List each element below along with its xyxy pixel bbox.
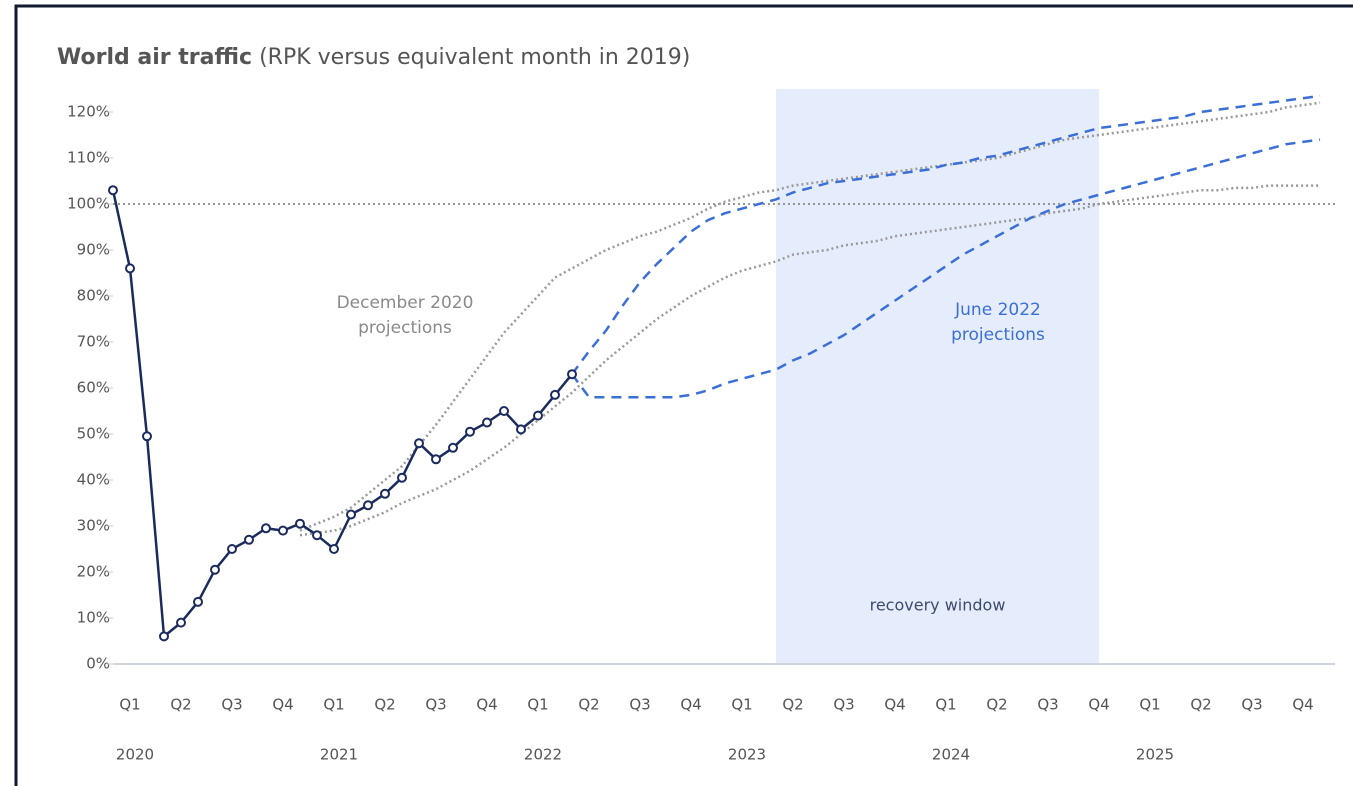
x-tick-label: Q4 bbox=[884, 696, 905, 714]
data-point bbox=[414, 438, 424, 449]
data-point bbox=[227, 544, 237, 554]
data-point bbox=[295, 518, 305, 529]
data-point bbox=[210, 564, 220, 575]
region-label: recovery window bbox=[870, 596, 1006, 615]
x-tick-label: Q2 bbox=[170, 696, 191, 714]
data-point bbox=[431, 454, 441, 465]
data-point bbox=[363, 500, 373, 511]
y-tick-label: 110% bbox=[67, 149, 110, 167]
year-label: 2022 bbox=[524, 746, 562, 764]
data-point bbox=[108, 185, 118, 196]
year-label: 2021 bbox=[320, 746, 358, 764]
data-point bbox=[346, 509, 356, 520]
data-point bbox=[516, 424, 526, 435]
x-tick-label: Q3 bbox=[1241, 696, 1262, 714]
x-tick-label: Q1 bbox=[323, 696, 344, 714]
year-label: 2025 bbox=[1136, 746, 1174, 764]
series-line bbox=[570, 94, 1321, 375]
chart-title: World air traffic (RPK versus equivalent… bbox=[57, 45, 690, 70]
y-tick-label: 80% bbox=[77, 287, 110, 305]
y-tick-label: 60% bbox=[77, 379, 110, 397]
x-tick-label: Q1 bbox=[731, 696, 752, 714]
x-tick-label: Q3 bbox=[629, 696, 650, 714]
data-point bbox=[397, 472, 407, 483]
year-label: 2020 bbox=[116, 746, 154, 764]
x-tick-label: Q2 bbox=[986, 696, 1007, 714]
x-tick-label: Q2 bbox=[1190, 696, 1211, 714]
data-point bbox=[125, 263, 135, 274]
data-point bbox=[329, 544, 339, 554]
x-tick-label: Q4 bbox=[476, 696, 497, 714]
y-tick-label: 70% bbox=[77, 333, 110, 351]
data-point bbox=[448, 442, 458, 453]
y-tick-label: 0% bbox=[86, 655, 110, 673]
data-point bbox=[159, 631, 169, 642]
data-point bbox=[142, 431, 152, 442]
y-tick-label: 90% bbox=[77, 241, 110, 259]
x-tick-label: Q1 bbox=[119, 696, 140, 714]
data-point bbox=[278, 525, 288, 536]
y-tick-label: 120% bbox=[67, 103, 110, 121]
recovery-window bbox=[776, 89, 1099, 664]
year-label: 2023 bbox=[728, 746, 766, 764]
annotation: June 2022 bbox=[954, 300, 1041, 320]
x-tick-label: Q2 bbox=[374, 696, 395, 714]
data-point bbox=[312, 530, 322, 541]
data-point bbox=[482, 417, 492, 428]
data-point bbox=[550, 389, 560, 400]
data-point bbox=[380, 488, 390, 499]
x-tick-label: Q1 bbox=[1139, 696, 1160, 714]
annotation: December 2020 bbox=[337, 293, 474, 313]
x-tick-label: Q2 bbox=[782, 696, 803, 714]
x-tick-label: Q4 bbox=[1292, 696, 1313, 714]
data-point bbox=[176, 617, 186, 628]
x-tick-label: Q4 bbox=[272, 696, 293, 714]
x-tick-label: Q3 bbox=[425, 696, 446, 714]
y-tick-label: 50% bbox=[77, 425, 110, 443]
y-tick-label: 100% bbox=[67, 195, 110, 213]
x-tick-label: Q2 bbox=[578, 696, 599, 714]
data-point bbox=[533, 410, 543, 421]
x-tick-label: Q4 bbox=[680, 696, 701, 714]
title: World air traffic bbox=[57, 45, 252, 70]
data-point bbox=[193, 596, 203, 607]
frame bbox=[14, 4, 1353, 786]
data-point bbox=[499, 406, 509, 416]
y-tick-label: 20% bbox=[77, 563, 110, 581]
x-tick-label: Q3 bbox=[833, 696, 854, 714]
data-point bbox=[465, 426, 475, 437]
data-point bbox=[261, 523, 271, 534]
series-line bbox=[111, 189, 573, 638]
subtitle: (RPK versus equivalent month in 2019) bbox=[259, 45, 690, 70]
x-tick-label: Q1 bbox=[527, 696, 548, 714]
x-tick-label: Q4 bbox=[1088, 696, 1109, 714]
annotation: projections bbox=[358, 318, 452, 338]
annotation: projections bbox=[951, 325, 1045, 345]
x-tick-label: Q3 bbox=[221, 696, 242, 714]
series-line bbox=[570, 138, 1321, 399]
data-point bbox=[244, 534, 254, 545]
y-tick-label: 10% bbox=[77, 609, 110, 627]
data-point bbox=[567, 369, 577, 380]
x-tick-label: Q1 bbox=[935, 696, 956, 714]
x-tick-label: Q3 bbox=[1037, 696, 1058, 714]
y-tick-label: 30% bbox=[77, 517, 110, 535]
y-tick-label: 40% bbox=[77, 471, 110, 489]
year-label: 2024 bbox=[932, 746, 970, 764]
